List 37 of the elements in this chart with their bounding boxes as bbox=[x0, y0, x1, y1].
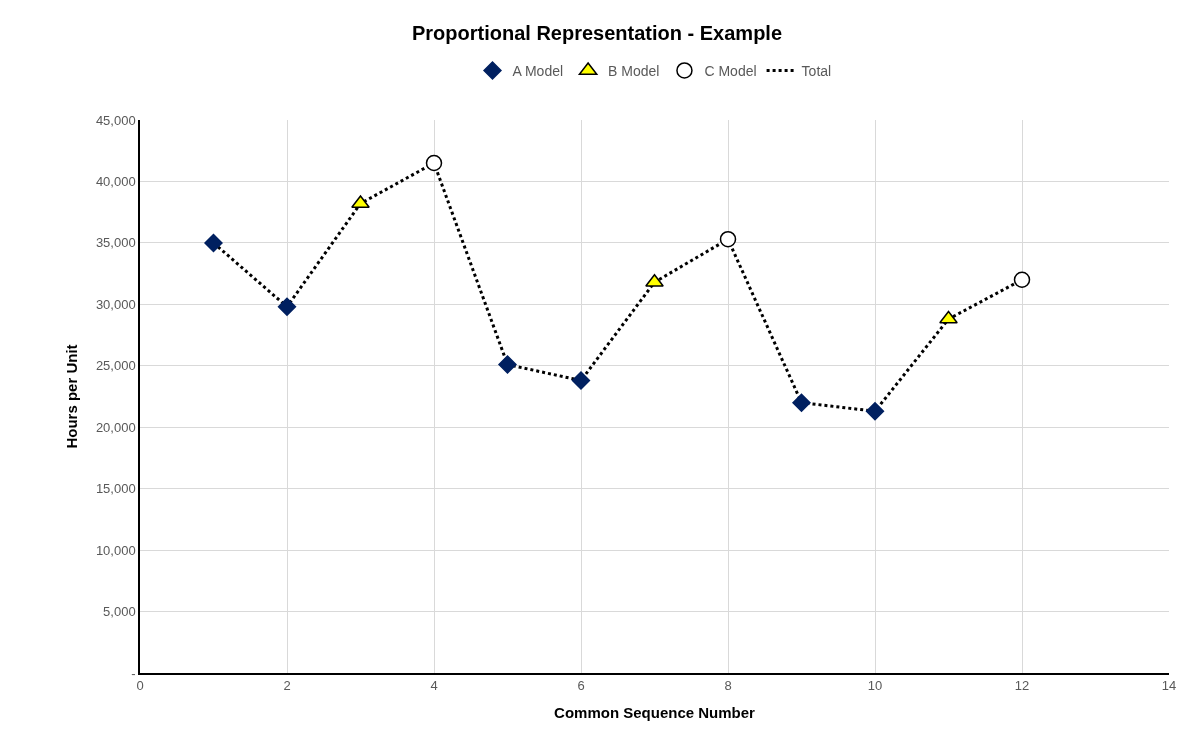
point bbox=[351, 195, 370, 209]
point bbox=[645, 273, 664, 287]
point bbox=[865, 402, 885, 421]
y-tick-label: 15,000 bbox=[95, 481, 136, 497]
legend-label: C Model bbox=[704, 62, 757, 79]
point bbox=[204, 233, 223, 253]
y-tick-label: 45,000 bbox=[95, 112, 136, 128]
x-tick-label: 6 bbox=[577, 678, 585, 694]
point bbox=[719, 230, 737, 248]
point bbox=[425, 154, 443, 172]
x-tick-label: 2 bbox=[283, 678, 291, 694]
point bbox=[498, 355, 517, 374]
y-tick-label: 25,000 bbox=[95, 358, 136, 374]
y-tick-label: 40,000 bbox=[95, 173, 136, 189]
x-tick-label: 14 bbox=[1161, 678, 1177, 694]
y-tick-label: 10,000 bbox=[95, 542, 136, 558]
point bbox=[277, 297, 297, 316]
point bbox=[792, 393, 811, 412]
x-tick-label: 8 bbox=[724, 678, 732, 694]
y-tick-label: - bbox=[131, 665, 136, 681]
y-tick-label: 20,000 bbox=[95, 419, 136, 435]
y-axis-title: Hours per Unit bbox=[62, 344, 80, 449]
x-tick-label: 10 bbox=[867, 678, 883, 694]
legend-label: B Model bbox=[608, 62, 660, 79]
point bbox=[1013, 271, 1031, 288]
y-tick-label: 35,000 bbox=[95, 235, 136, 251]
x-axis-title: Common Sequence Number bbox=[554, 703, 756, 721]
point bbox=[939, 310, 958, 324]
y-tick-label: 30,000 bbox=[95, 296, 136, 312]
point bbox=[571, 371, 591, 390]
x-tick-label: 12 bbox=[1014, 678, 1030, 694]
x-tick-label: 4 bbox=[430, 678, 438, 694]
legend-label: Total bbox=[801, 62, 832, 79]
x-tick-label: 0 bbox=[136, 678, 144, 694]
y-tick-label: 5,000 bbox=[103, 604, 136, 620]
legend-label: A Model bbox=[512, 62, 564, 79]
chart-title: Proportional Representation - Example bbox=[411, 22, 783, 45]
